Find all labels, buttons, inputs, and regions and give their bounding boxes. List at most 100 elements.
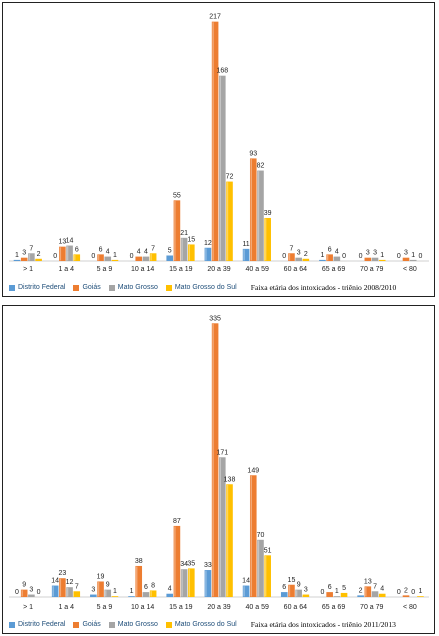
bar-goias-10-a-14 bbox=[135, 256, 143, 261]
data-label-mato-grosso-do-sul-1: 0 bbox=[37, 589, 41, 596]
bar-mato-grosso-60-a-64 bbox=[295, 257, 302, 261]
bar-goias-20-a-39 bbox=[211, 21, 219, 262]
bar-goias-15-a-19 bbox=[173, 200, 181, 261]
legend-label: Mato Grosso do Sul bbox=[174, 621, 237, 628]
bar-highlight bbox=[174, 526, 176, 597]
data-label-mato-grosso-10-a-14: 4 bbox=[144, 249, 148, 256]
category-label-70-a-79: 70 a 79 bbox=[360, 604, 383, 611]
category-label-1-a-4: 1 a 4 bbox=[58, 266, 74, 273]
data-label-goias-5-a-9: 6 bbox=[99, 246, 103, 253]
bar-highlight bbox=[52, 586, 54, 597]
category-label-80: < 80 bbox=[403, 604, 417, 611]
category-label-65-a-69: 65 a 69 bbox=[322, 604, 345, 611]
data-label-goias-80: 3 bbox=[404, 250, 408, 257]
bar-mato-grosso-do-sul-70-a-79 bbox=[378, 259, 386, 261]
bar-mato-grosso-15-a-19 bbox=[180, 569, 188, 597]
bar-mato-grosso-1 bbox=[28, 253, 35, 261]
category-label-20-a-39: 20 a 39 bbox=[207, 266, 230, 273]
bar-mato-grosso-20-a-39 bbox=[219, 457, 226, 597]
bar-mato-grosso-1-a-4 bbox=[66, 245, 73, 261]
bar-mato-grosso-do-sul-20-a-39 bbox=[226, 484, 233, 597]
data-label-distrito-federal-1-a-4: 0 bbox=[53, 253, 57, 260]
legend-item-mato-grosso-do-sul: Mato Grosso do Sul bbox=[165, 284, 237, 291]
data-label-mato-grosso-do-sul-1-a-4: 7 bbox=[75, 583, 79, 590]
legend-swatch bbox=[165, 621, 172, 628]
data-label-mato-grosso-do-sul-1: 2 bbox=[37, 251, 41, 258]
data-label-distrito-federal-70-a-79: 2 bbox=[359, 587, 363, 594]
data-label-mato-grosso-65-a-69: 1 bbox=[335, 588, 339, 595]
legend-label: Goiás bbox=[82, 621, 101, 628]
bar-highlight bbox=[243, 586, 245, 597]
data-label-mato-grosso-do-sul-20-a-39: 72 bbox=[226, 174, 234, 181]
bar-goias-80 bbox=[402, 257, 410, 261]
data-label-mato-grosso-do-sul-20-a-39: 138 bbox=[224, 476, 236, 483]
data-label-distrito-federal-1: 0 bbox=[15, 589, 19, 596]
data-label-goias-20-a-39: 217 bbox=[209, 14, 221, 21]
category-label-65-a-69: 65 a 69 bbox=[322, 266, 345, 273]
bar-highlight bbox=[212, 22, 214, 261]
bar-mato-grosso-do-sul-1 bbox=[35, 258, 42, 261]
legend-label: Distrito Federal bbox=[18, 621, 66, 628]
data-label-mato-grosso-5-a-9: 9 bbox=[106, 582, 110, 589]
bar-highlight bbox=[264, 218, 267, 261]
data-label-goias-60-a-64: 15 bbox=[288, 577, 296, 584]
data-label-mato-grosso-15-a-19: 34 bbox=[180, 561, 188, 568]
legend-label: Mato Grosso do Sul bbox=[174, 284, 237, 291]
data-label-goias-15-a-19: 87 bbox=[173, 518, 181, 525]
bar-highlight bbox=[21, 590, 23, 597]
bar-highlight bbox=[105, 590, 107, 597]
bar-goias-1 bbox=[20, 257, 28, 261]
data-label-mato-grosso-do-sul-70-a-79: 1 bbox=[380, 252, 384, 259]
bar-mato-grosso-do-sul-40-a-59 bbox=[264, 217, 271, 261]
bar-goias-20-a-39 bbox=[211, 323, 219, 597]
bar-mato-grosso-70-a-79 bbox=[371, 591, 379, 597]
data-label-mato-grosso-20-a-39: 168 bbox=[216, 68, 228, 75]
bar-mato-grosso-do-sul-5-a-9 bbox=[111, 259, 119, 261]
bar-mato-grosso-do-sul-5-a-9 bbox=[111, 596, 119, 597]
bar-distrito-federal-10-a-14 bbox=[128, 596, 135, 597]
chart-title: Faixa etária dos intoxicados - triênio 2… bbox=[250, 283, 397, 292]
legend-label: Mato Grosso bbox=[117, 621, 158, 628]
bar-mato-grosso-do-sul-15-a-19 bbox=[188, 568, 195, 597]
data-label-goias-60-a-64: 7 bbox=[290, 245, 294, 252]
data-label-mato-grosso-60-a-64: 3 bbox=[297, 250, 301, 257]
data-label-distrito-federal-80: 0 bbox=[397, 253, 401, 260]
data-label-goias-40-a-59: 149 bbox=[247, 467, 259, 474]
bar-mato-grosso-do-sul-60-a-64 bbox=[302, 258, 310, 261]
data-label-goias-5-a-9: 19 bbox=[97, 573, 105, 580]
data-label-distrito-federal-70-a-79: 0 bbox=[359, 253, 363, 260]
data-label-mato-grosso-5-a-9: 4 bbox=[106, 249, 110, 256]
category-label-60-a-64: 60 a 64 bbox=[284, 266, 307, 273]
data-label-mato-grosso-do-sul-70-a-79: 4 bbox=[380, 586, 384, 593]
bar-goias-1-a-4 bbox=[59, 578, 66, 597]
bar-highlight bbox=[97, 254, 100, 261]
bar-highlight bbox=[257, 540, 260, 597]
data-label-distrito-federal-1-a-4: 14 bbox=[51, 578, 59, 585]
bar-goias-40-a-59 bbox=[249, 158, 257, 261]
legend-swatch bbox=[9, 284, 15, 291]
data-label-mato-grosso-do-sul-80: 1 bbox=[418, 588, 422, 595]
data-label-distrito-federal-60-a-64: 0 bbox=[282, 253, 286, 260]
data-label-mato-grosso-1-a-4: 12 bbox=[66, 579, 74, 586]
category-label-1: > 1 bbox=[23, 266, 33, 273]
bar-highlight bbox=[219, 76, 221, 261]
bar-highlight bbox=[264, 555, 267, 597]
category-label-10-a-14: 10 a 14 bbox=[131, 604, 154, 611]
data-label-goias-1: 3 bbox=[22, 250, 26, 257]
bar-highlight bbox=[226, 182, 229, 261]
legend-item-goias: Goiás bbox=[73, 621, 101, 628]
data-label-mato-grosso-40-a-59: 82 bbox=[257, 163, 265, 170]
chart-panel-2011-2013: 0 9 3 0 > 1 14 23 12 7 1 a 4 3 19 9 1 5 a 9 1 38 6 8 10 a 1… bbox=[2, 305, 435, 634]
data-label-mato-grosso-do-sul-15-a-19: 15 bbox=[187, 236, 195, 243]
bar-mato-grosso-do-sul-20-a-39 bbox=[226, 181, 233, 261]
data-label-distrito-federal-1: 1 bbox=[15, 252, 19, 259]
category-label-60-a-64: 60 a 64 bbox=[284, 604, 307, 611]
data-label-mato-grosso-70-a-79: 3 bbox=[373, 250, 377, 257]
bar-highlight bbox=[174, 200, 176, 261]
bar-highlight bbox=[243, 249, 245, 261]
legend-label: Goiás bbox=[82, 284, 101, 291]
legend-swatch bbox=[9, 621, 15, 628]
bar-goias-65-a-69 bbox=[326, 592, 333, 597]
